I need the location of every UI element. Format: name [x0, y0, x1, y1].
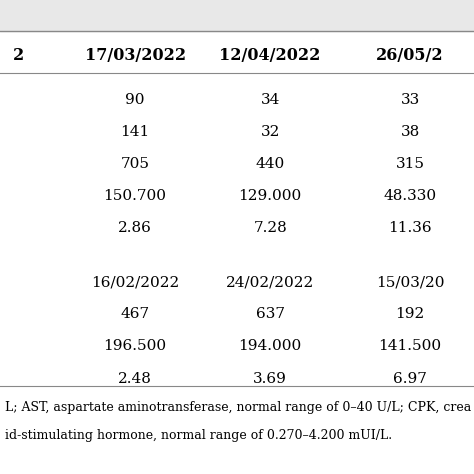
Text: 705: 705: [120, 157, 150, 171]
Text: 2.48: 2.48: [118, 372, 152, 386]
Text: 32: 32: [261, 125, 280, 139]
Text: L; AST, aspartate aminotransferase, normal range of 0–40 U/L; CPK, crea: L; AST, aspartate aminotransferase, norm…: [5, 401, 471, 413]
Bar: [0, 0, 474, 31]
Text: 33: 33: [401, 92, 419, 107]
Text: 26/05/2: 26/05/2: [376, 47, 444, 64]
Text: 194.000: 194.000: [238, 339, 302, 354]
Text: 150.700: 150.700: [104, 189, 166, 203]
Text: 196.500: 196.500: [103, 339, 167, 354]
Text: 38: 38: [401, 125, 419, 139]
Text: 6.97: 6.97: [393, 372, 427, 386]
Text: 7.28: 7.28: [253, 221, 287, 236]
Text: 2.86: 2.86: [118, 221, 152, 236]
Text: 440: 440: [255, 157, 285, 171]
Text: 15/03/20: 15/03/20: [376, 275, 444, 289]
Text: 192: 192: [395, 307, 425, 321]
Text: id-stimulating hormone, normal range of 0.270–4.200 mUI/L.: id-stimulating hormone, normal range of …: [5, 429, 392, 442]
Text: 34: 34: [261, 92, 280, 107]
Text: 16/02/2022: 16/02/2022: [91, 275, 179, 289]
Text: 141.500: 141.500: [378, 339, 442, 354]
Text: 2: 2: [13, 47, 25, 64]
Text: 3.69: 3.69: [253, 372, 287, 386]
Text: 129.000: 129.000: [238, 189, 302, 203]
Text: 315: 315: [395, 157, 425, 171]
Text: 467: 467: [120, 307, 150, 321]
Text: 90: 90: [125, 92, 145, 107]
Text: 637: 637: [255, 307, 285, 321]
Text: 24/02/2022: 24/02/2022: [226, 275, 314, 289]
Text: 48.330: 48.330: [383, 189, 437, 203]
Text: 141: 141: [120, 125, 150, 139]
Text: 11.36: 11.36: [388, 221, 432, 236]
Text: 12/04/2022: 12/04/2022: [219, 47, 321, 64]
Text: 17/03/2022: 17/03/2022: [84, 47, 186, 64]
